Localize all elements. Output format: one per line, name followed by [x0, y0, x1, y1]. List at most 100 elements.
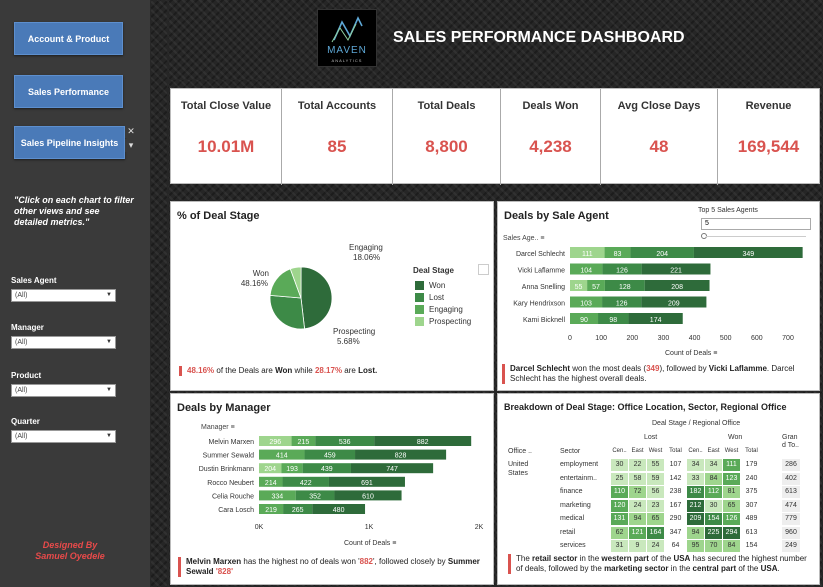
heatmap-cell[interactable]: 95	[687, 540, 704, 552]
sector-label[interactable]: medical	[560, 515, 585, 522]
bar-category-label[interactable]: Celia Rouche	[212, 493, 254, 500]
bar-segment[interactable]	[302, 463, 351, 474]
sales-agent-panel[interactable]: Deals by Sale Agent Top 5 Sales Agents 5…	[497, 201, 820, 391]
bar-category-label[interactable]: Dustin Brinkmann	[199, 466, 254, 473]
grand-total-cell[interactable]: 474	[782, 499, 800, 512]
bar-segment[interactable]	[602, 296, 642, 308]
heatmap-cell[interactable]: 307	[741, 499, 762, 512]
bar-segment[interactable]	[604, 280, 645, 291]
bar-segment[interactable]	[570, 263, 603, 275]
heatmap-cell[interactable]: 70	[705, 540, 722, 552]
heatmap-cell[interactable]: 154	[705, 513, 722, 525]
sales-agent-filter[interactable]: (All) ▼	[11, 289, 116, 302]
heatmap-cell[interactable]: 107	[665, 459, 686, 471]
bar-segment[interactable]	[259, 476, 283, 487]
top-agents-input[interactable]: 5	[701, 218, 811, 230]
bar-segment[interactable]	[282, 476, 329, 487]
bar-category-label[interactable]: Cara Losch	[218, 507, 254, 514]
bar-category-label[interactable]: Summer Sewald	[203, 453, 254, 460]
manager-panel[interactable]: Deals by Manager Manager ≡ Melvin Marxen…	[170, 393, 494, 585]
heatmap-cell[interactable]: 24	[647, 540, 664, 552]
bar-segment[interactable]	[350, 463, 434, 474]
heatmap-cell[interactable]: 240	[741, 472, 762, 485]
heatmap-cell[interactable]: 294	[723, 526, 740, 539]
legend-item-prospecting[interactable]: Prospecting	[415, 315, 471, 327]
bar-category-label[interactable]: Kary Hendrixson	[513, 301, 565, 308]
legend-item-engaging[interactable]: Engaging	[415, 303, 471, 315]
bar-category-label[interactable]: Melvin Marxen	[208, 439, 254, 446]
heatmap-cell[interactable]: 25	[611, 472, 628, 485]
bar-segment[interactable]	[374, 436, 472, 446]
bar-category-label[interactable]: Rocco Neubert	[207, 480, 254, 487]
grand-total-cell[interactable]: 613	[782, 486, 800, 498]
heatmap-cell[interactable]: 94	[629, 513, 646, 525]
heatmap-cell[interactable]: 112	[705, 486, 722, 498]
bar-segment[interactable]	[644, 280, 710, 291]
heatmap-cell[interactable]: 9	[629, 540, 646, 552]
heatmap-cell[interactable]: 58	[629, 472, 646, 485]
heatmap-cell[interactable]: 55	[647, 459, 664, 471]
bar-segment[interactable]	[641, 263, 711, 275]
bar-segment[interactable]	[570, 313, 599, 324]
grand-total-cell[interactable]: 779	[782, 513, 800, 525]
product-filter[interactable]: (All) ▼	[11, 384, 116, 397]
bar-segment[interactable]	[570, 280, 588, 291]
legend-item-lost[interactable]: Lost	[415, 291, 471, 303]
pie-slice-won[interactable]	[300, 266, 333, 330]
heatmap-cell[interactable]: 65	[647, 513, 664, 525]
close-icon[interactable]: ✕	[125, 125, 137, 138]
heatmap-cell[interactable]: 24	[629, 499, 646, 512]
heatmap-cell[interactable]: 238	[665, 486, 686, 498]
bar-segment[interactable]	[570, 296, 603, 308]
heatmap-cell[interactable]: 31	[611, 540, 628, 552]
legend-item-won[interactable]: Won	[415, 279, 471, 291]
heatmap-cell[interactable]: 212	[687, 499, 704, 512]
heatmap-cell[interactable]: 290	[665, 513, 686, 525]
bar-segment[interactable]	[355, 449, 447, 460]
heatmap-cell[interactable]: 126	[723, 513, 740, 525]
sector-label[interactable]: marketing	[560, 501, 591, 509]
bar-segment[interactable]	[281, 463, 303, 474]
bar-segment[interactable]	[295, 490, 335, 501]
kpi-avg-close-days[interactable]: Avg Close Days 48	[601, 89, 718, 185]
heatmap-cell[interactable]: 30	[611, 459, 628, 471]
sort-icon[interactable]: ≡	[392, 540, 397, 547]
sector-label[interactable]: retail	[560, 528, 576, 536]
sales-agent-bar-chart[interactable]: Darcel Schlecht 111 83 204 349 Vicki Laflamme…	[498, 244, 820, 369]
bar-category-label[interactable]: Vicki Laflamme	[518, 268, 565, 275]
heatmap-cell[interactable]: 110	[611, 486, 628, 498]
bar-segment[interactable]	[259, 449, 305, 460]
grand-total-cell[interactable]: 286	[782, 459, 800, 471]
grand-total-cell[interactable]: 960	[782, 526, 800, 539]
heatmap-cell[interactable]: 489	[741, 513, 762, 525]
heatmap-cell[interactable]: 142	[665, 472, 686, 485]
heatmap-cell[interactable]: 120	[611, 499, 628, 512]
heatmap-cell[interactable]: 81	[723, 486, 740, 498]
kpi-deals-won[interactable]: Deals Won 4,238	[501, 89, 601, 185]
sector-label[interactable]: finance	[560, 488, 583, 495]
heatmap-cell[interactable]: 84	[723, 540, 740, 552]
bar-segment[interactable]	[259, 504, 284, 514]
heatmap-cell[interactable]: 30	[705, 499, 722, 512]
heatmap-cell[interactable]: 167	[665, 499, 686, 512]
heatmap-cell[interactable]: 59	[647, 472, 664, 485]
sort-icon[interactable]: ≡	[540, 235, 545, 242]
heatmap-cell[interactable]: 121	[629, 526, 646, 539]
bar-segment[interactable]	[328, 476, 405, 487]
bar-segment[interactable]	[315, 436, 375, 446]
bar-segment[interactable]	[334, 490, 402, 501]
heatmap-cell[interactable]: 23	[647, 499, 664, 512]
bar-segment[interactable]	[630, 247, 694, 258]
heatmap-cell[interactable]: 613	[741, 526, 762, 539]
bar-segment[interactable]	[259, 490, 296, 501]
heatmap-cell[interactable]: 209	[687, 513, 704, 525]
manager-filter[interactable]: (All) ▼	[11, 336, 116, 349]
bar-segment[interactable]	[304, 449, 356, 460]
heatmap-cell[interactable]: 347	[665, 526, 686, 539]
heatmap-cell[interactable]: 72	[629, 486, 646, 498]
heatmap-cell[interactable]: 34	[705, 459, 722, 471]
sector-label[interactable]: entertainm..	[560, 474, 597, 482]
kpi-total-close-value[interactable]: Total Close Value 10.01M	[171, 89, 282, 185]
